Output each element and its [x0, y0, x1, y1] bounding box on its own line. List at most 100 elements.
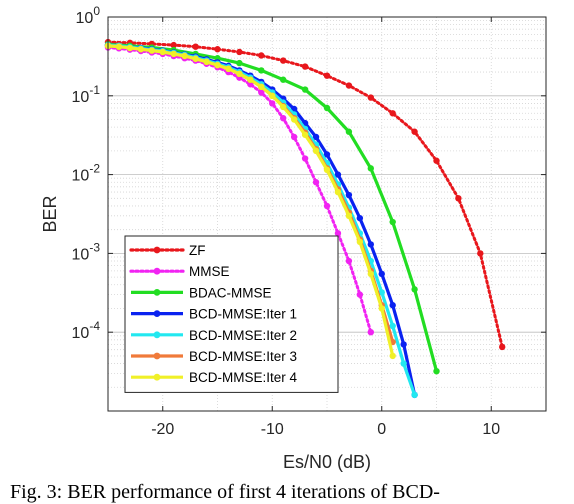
data-point	[323, 104, 331, 112]
data-point	[247, 76, 254, 83]
data-point	[356, 214, 364, 222]
data-point	[258, 89, 265, 96]
data-point	[247, 81, 254, 88]
data-point	[400, 360, 407, 367]
data-point	[225, 65, 232, 73]
data-point	[323, 202, 331, 210]
y-tick-label: 10-4	[72, 319, 101, 342]
data-point	[170, 50, 177, 58]
legend-marker	[153, 352, 161, 360]
legend-label: BDAC-MMSE	[189, 285, 272, 300]
x-tick-label: 10	[482, 421, 500, 438]
plot-frame	[107, 16, 547, 412]
data-point	[290, 133, 298, 141]
data-point	[400, 341, 407, 348]
data-point	[312, 179, 320, 186]
data-point	[345, 82, 353, 89]
x-tick-label: 0	[377, 421, 386, 438]
data-point	[280, 103, 287, 111]
legend: ZF MMSE BDAC-MMSE BCD-MMSE:Iter 1 BCD-MMSE:I…	[124, 235, 339, 393]
data-point	[389, 218, 396, 226]
data-point	[345, 128, 353, 135]
legend-label: BCD-MMSE:Iter 3	[189, 349, 297, 364]
legend-marker	[153, 373, 161, 381]
data-point	[236, 59, 243, 67]
y-tick-label: 100	[76, 4, 101, 27]
data-point	[203, 58, 210, 66]
data-point	[269, 92, 276, 100]
axes-group: -20 -10 0 10 100 10-1 10-2 10-3 10-4	[72, 4, 546, 438]
data-point	[236, 48, 243, 56]
data-point	[334, 171, 342, 178]
data-point	[192, 43, 199, 50]
legend-marker	[153, 310, 161, 317]
data-point	[280, 114, 287, 122]
data-point	[137, 46, 145, 53]
data-point	[356, 238, 364, 246]
data-point	[345, 257, 353, 265]
x-axis-label: Es/N0 (dB)	[283, 452, 371, 472]
legend-label: BCD-MMSE:Iter 4	[189, 370, 298, 385]
data-point	[334, 188, 342, 196]
data-point	[148, 47, 155, 54]
figure-caption: Fig. 3: BER performance of first 4 itera…	[10, 481, 440, 503]
data-point	[159, 48, 166, 56]
data-point	[411, 391, 418, 399]
data-point	[378, 289, 385, 296]
data-point	[301, 86, 309, 93]
data-point	[367, 94, 374, 101]
y-tick-label: 10-2	[72, 162, 101, 185]
data-point	[323, 72, 331, 79]
data-point	[280, 76, 287, 83]
data-point	[433, 157, 440, 164]
data-point	[477, 250, 484, 257]
y-tick-label: 10-1	[72, 83, 101, 106]
data-point	[345, 191, 353, 199]
legend-marker	[153, 246, 161, 254]
y-tick-label: 10-3	[72, 240, 101, 263]
data-point	[455, 195, 462, 202]
data-point	[389, 302, 396, 309]
data-point	[378, 270, 385, 278]
data-point	[345, 212, 353, 220]
x-tick-label: -10	[261, 421, 284, 438]
data-point	[367, 329, 374, 336]
data-point	[280, 57, 287, 64]
data-point	[181, 52, 188, 60]
data-point	[389, 352, 396, 360]
data-point	[236, 70, 243, 78]
data-point	[214, 61, 221, 69]
data-point	[433, 367, 440, 375]
data-point	[301, 131, 309, 138]
data-point	[378, 305, 385, 312]
y-axis-label: BER	[40, 195, 60, 232]
data-point	[499, 343, 506, 351]
data-point	[126, 44, 134, 52]
data-point	[367, 270, 374, 278]
data-point	[367, 165, 374, 172]
data-point	[312, 133, 320, 141]
legend-label: BCD-MMSE:Iter 1	[189, 307, 297, 322]
data-point	[258, 52, 265, 59]
data-point	[356, 291, 364, 298]
data-point	[312, 147, 320, 155]
data-point	[389, 322, 396, 330]
data-point	[192, 55, 199, 62]
data-point	[290, 116, 298, 123]
x-tick-label: -20	[151, 421, 174, 438]
ber-chart: -20 -10 0 10 100 10-1 10-2 10-3 10-4 ZF MMSE BDAC-…	[40, 4, 547, 472]
data-point	[301, 155, 309, 162]
legend-label: ZF	[189, 243, 206, 258]
data-point	[334, 230, 342, 237]
data-point	[323, 151, 331, 158]
data-point	[258, 67, 265, 74]
data-point	[323, 166, 331, 174]
data-point	[389, 110, 396, 117]
data-point	[214, 46, 221, 53]
legend-marker	[153, 331, 161, 339]
legend-marker	[153, 289, 161, 296]
data-point	[411, 286, 418, 293]
data-point	[170, 41, 177, 49]
data-point	[411, 128, 418, 135]
legend-label: MMSE	[189, 264, 230, 279]
